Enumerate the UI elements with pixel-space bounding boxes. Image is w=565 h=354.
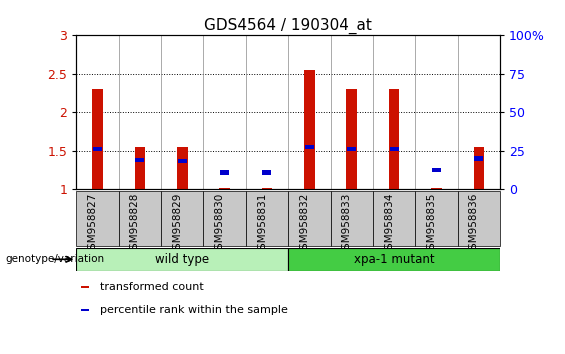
Bar <box>81 286 89 288</box>
FancyBboxPatch shape <box>76 191 119 246</box>
Bar <box>220 170 229 175</box>
Text: GSM958836: GSM958836 <box>469 193 479 256</box>
FancyBboxPatch shape <box>373 191 415 246</box>
FancyBboxPatch shape <box>331 191 373 246</box>
FancyBboxPatch shape <box>203 191 246 246</box>
Title: GDS4564 / 190304_at: GDS4564 / 190304_at <box>204 18 372 34</box>
Text: percentile rank within the sample: percentile rank within the sample <box>99 305 288 315</box>
Text: wild type: wild type <box>155 253 209 266</box>
FancyBboxPatch shape <box>288 248 500 271</box>
Text: GSM958828: GSM958828 <box>130 193 140 256</box>
Bar <box>177 147 188 189</box>
FancyBboxPatch shape <box>76 248 288 271</box>
Text: GSM958827: GSM958827 <box>88 193 98 256</box>
FancyBboxPatch shape <box>119 191 161 246</box>
Bar <box>347 147 356 152</box>
FancyBboxPatch shape <box>161 191 203 246</box>
Text: GSM958835: GSM958835 <box>427 193 436 256</box>
Text: genotype/variation: genotype/variation <box>6 254 105 264</box>
Bar <box>389 89 399 189</box>
Text: GSM958831: GSM958831 <box>257 193 267 256</box>
Text: GSM958832: GSM958832 <box>299 193 310 256</box>
Bar <box>262 188 272 189</box>
FancyBboxPatch shape <box>415 191 458 246</box>
Bar <box>81 309 89 311</box>
Bar <box>475 156 483 161</box>
Bar <box>390 147 398 152</box>
Text: GSM958829: GSM958829 <box>172 193 182 256</box>
Bar <box>346 89 357 189</box>
FancyBboxPatch shape <box>246 191 288 246</box>
Text: GSM958833: GSM958833 <box>342 193 351 256</box>
FancyBboxPatch shape <box>458 191 500 246</box>
Bar <box>473 147 484 189</box>
Bar <box>93 147 102 152</box>
Bar <box>431 188 442 189</box>
FancyBboxPatch shape <box>288 191 331 246</box>
Bar <box>263 170 271 175</box>
Bar <box>305 145 314 149</box>
Bar <box>92 89 103 189</box>
Bar <box>219 188 230 189</box>
Bar <box>134 147 145 189</box>
Text: GSM958830: GSM958830 <box>215 193 225 256</box>
Bar <box>136 158 144 162</box>
Bar <box>432 168 441 172</box>
Bar <box>178 159 186 163</box>
Text: GSM958834: GSM958834 <box>384 193 394 256</box>
Text: transformed count: transformed count <box>99 282 203 292</box>
Bar <box>304 70 315 189</box>
Text: xpa-1 mutant: xpa-1 mutant <box>354 253 434 266</box>
